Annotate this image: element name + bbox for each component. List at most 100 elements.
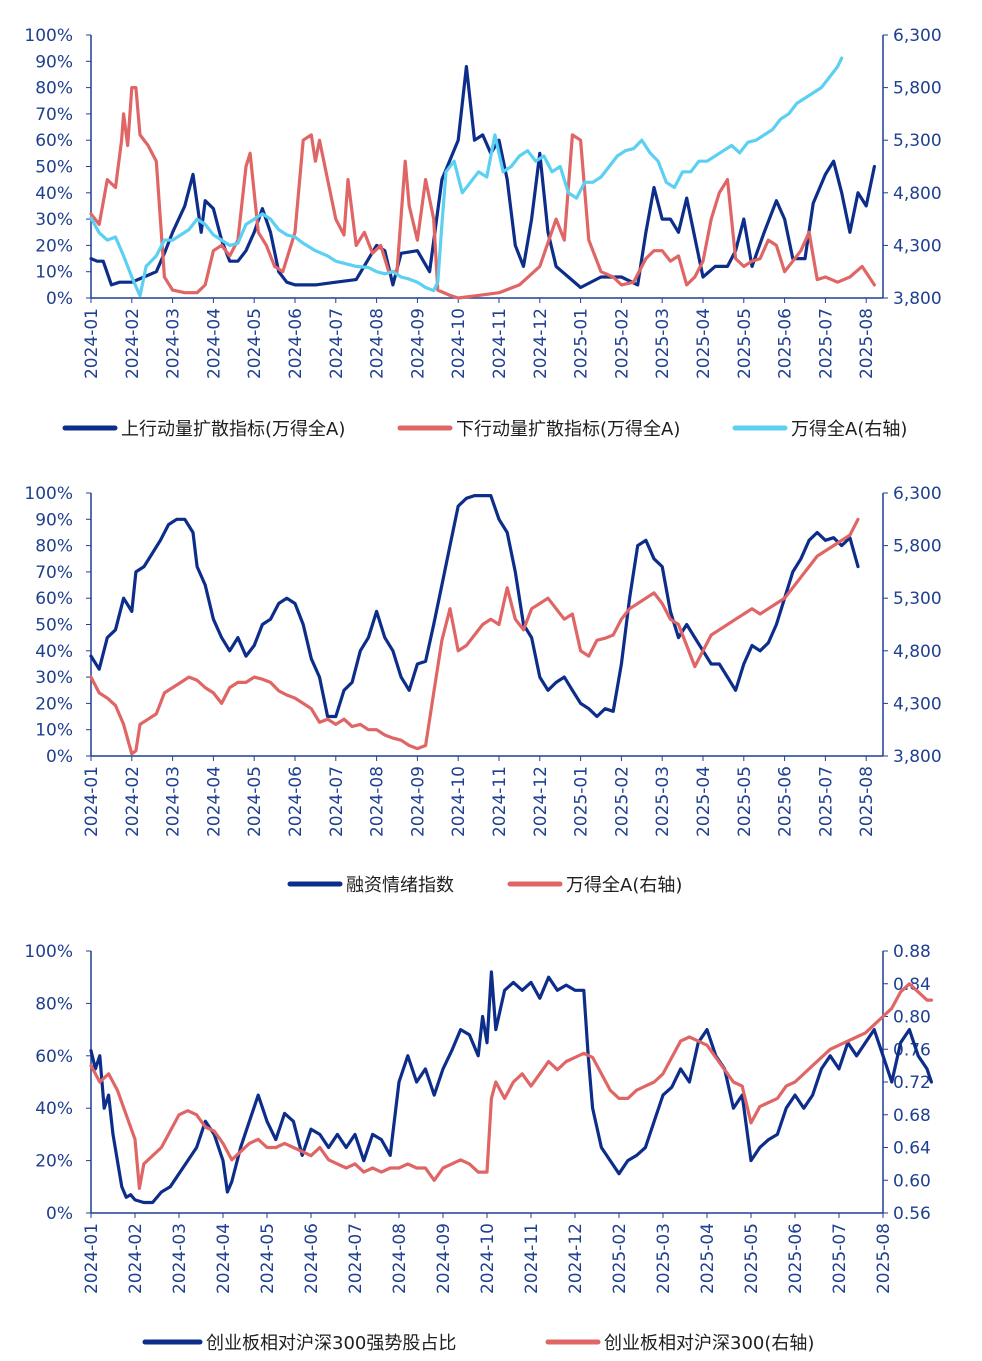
right-axis-tick-label: 4,800 (893, 642, 942, 662)
x-axis-tick-label: 2024-03 (164, 308, 184, 379)
chart-margin-sentiment: 0% 10% 20% 30% 40% 50% 60% 70% 80% 90% 100% 3,800 4,… (24, 484, 941, 896)
series-line-2 (89, 517, 860, 756)
x-axis-tick-label: 2025-03 (653, 766, 673, 837)
x-axis-tick-label: 2025-07 (830, 1223, 850, 1294)
chart-chinext-vs-csi300: 0% 20% 40% 60% 80% 100% 0.56 0.60 0.64 0.68 0.72 0.… (24, 942, 934, 1354)
x-axis-tick-label: 2024-04 (214, 1223, 234, 1294)
right-axis-tick-label: 0.80 (893, 1008, 931, 1028)
x-axis-tick-label: 2025-04 (698, 1223, 718, 1294)
x-axis-tick-label: 2024-03 (170, 1223, 190, 1294)
x-axis-tick-label: 2024-05 (258, 1223, 278, 1294)
left-axis-tick-label: 0% (46, 289, 73, 309)
x-axis-tick-label: 2024-08 (368, 308, 388, 379)
x-axis-tick-label: 2024-06 (302, 1223, 322, 1294)
series-line-2 (89, 982, 934, 1191)
x-axis-tick-label: 2025-01 (572, 766, 592, 837)
x-axis-tick-label: 2024-04 (204, 766, 224, 837)
left-axis-tick-label: 30% (35, 210, 73, 230)
x-axis-tick-label: 2025-08 (874, 1223, 894, 1294)
x-axis-tick-label: 2025-06 (776, 766, 796, 837)
left-axis-tick-label: 100% (24, 26, 73, 46)
x-axis-tick-label: 2024-02 (123, 766, 143, 837)
x-axis-tick-label: 2024-09 (408, 308, 428, 379)
legend-label-1: 融资情绪指数 (346, 875, 454, 896)
left-axis-tick-label: 10% (35, 263, 73, 283)
left-axis-tick-label: 20% (35, 694, 73, 714)
x-axis-tick-label: 2025-05 (735, 308, 755, 379)
right-axis-tick-label: 5,800 (893, 537, 942, 557)
left-axis-tick-label: 40% (35, 642, 73, 662)
x-axis-tick-label: 2025-03 (653, 308, 673, 379)
right-axis-tick-label: 3,800 (893, 747, 942, 767)
left-axis-tick-label: 0% (46, 747, 73, 767)
x-axis-tick-label: 2024-08 (390, 1223, 410, 1294)
left-axis-tick-label: 90% (35, 510, 73, 530)
series-line-1 (89, 970, 934, 1205)
x-axis-tick-label: 2024-10 (478, 1223, 498, 1294)
series-line-1 (89, 494, 860, 719)
x-axis-tick-label: 2025-05 (735, 766, 755, 837)
legend-label-3: 万得全A(右轴) (791, 419, 907, 440)
right-axis-tick-label: 4,300 (893, 236, 942, 256)
x-axis-tick-label: 2024-06 (286, 766, 306, 837)
right-axis-tick-label: 5,800 (893, 79, 942, 99)
x-axis-tick-label: 2024-01 (82, 308, 102, 379)
left-axis-tick-label: 80% (35, 994, 73, 1014)
right-axis-tick-label: 3,800 (893, 289, 942, 309)
left-axis-tick-label: 40% (35, 1099, 73, 1119)
left-axis-tick-label: 0% (46, 1204, 73, 1224)
right-axis-tick-label: 0.56 (893, 1204, 931, 1224)
right-axis-tick-label: 4,300 (893, 694, 942, 714)
x-axis-tick-label: 2024-06 (286, 308, 306, 379)
right-axis-tick-label: 4,800 (893, 184, 942, 204)
left-axis-tick-label: 60% (35, 1047, 73, 1067)
left-axis-tick-label: 90% (35, 52, 73, 72)
x-axis-tick-label: 2025-07 (816, 766, 836, 837)
x-axis-tick-label: 2024-12 (531, 766, 551, 837)
right-axis-tick-label: 6,300 (893, 484, 942, 504)
left-axis-tick-label: 60% (35, 589, 73, 609)
left-axis-tick-label: 80% (35, 79, 73, 99)
x-axis-tick-label: 2024-12 (531, 308, 551, 379)
x-axis-tick-label: 2024-09 (408, 766, 428, 837)
right-axis-tick-label: 0.60 (893, 1171, 931, 1191)
x-axis-tick-label: 2024-05 (245, 308, 265, 379)
x-axis-tick-label: 2024-01 (82, 766, 102, 837)
x-axis-tick-label: 2024-05 (245, 766, 265, 837)
legend-label-2: 创业板相对沪深300(右轴) (604, 1333, 814, 1354)
left-axis-tick-label: 40% (35, 184, 73, 204)
x-axis-tick-label: 2025-03 (654, 1223, 674, 1294)
x-axis-tick-label: 2024-08 (368, 766, 388, 837)
right-axis-tick-label: 6,300 (893, 26, 942, 46)
x-axis-tick-label: 2024-03 (164, 766, 184, 837)
series-line-1 (89, 64, 877, 290)
left-axis-tick-label: 70% (35, 105, 73, 125)
series-line-3 (89, 56, 844, 298)
x-axis-tick-label: 2025-08 (857, 766, 877, 837)
x-axis-tick-label: 2025-07 (816, 308, 836, 379)
left-axis-tick-label: 50% (35, 616, 73, 636)
x-axis-tick-label: 2024-10 (449, 766, 469, 837)
x-axis-tick-label: 2025-04 (694, 308, 714, 379)
right-axis-tick-label: 0.64 (893, 1139, 931, 1159)
x-axis-tick-label: 2024-11 (490, 766, 510, 837)
right-axis-tick-label: 0.88 (893, 942, 931, 962)
right-axis-tick-label: 0.68 (893, 1106, 931, 1126)
legend-label-2: 万得全A(右轴) (566, 875, 682, 896)
x-axis-tick-label: 2025-02 (612, 766, 632, 837)
x-axis-tick-label: 2024-02 (123, 308, 143, 379)
x-axis-tick-label: 2024-04 (204, 308, 224, 379)
x-axis-tick-label: 2025-05 (742, 1223, 762, 1294)
x-axis-tick-label: 2025-06 (776, 308, 796, 379)
left-axis-tick-label: 10% (35, 721, 73, 741)
legend-label-1: 创业板相对沪深300强势股占比 (206, 1333, 456, 1354)
left-axis-tick-label: 20% (35, 236, 73, 256)
x-axis-tick-label: 2024-01 (82, 1223, 102, 1294)
right-axis-tick-label: 5,300 (893, 131, 942, 151)
x-axis-tick-label: 2024-07 (327, 308, 347, 379)
x-axis-tick-label: 2025-04 (694, 766, 714, 837)
x-axis-tick-label: 2024-02 (126, 1223, 146, 1294)
x-axis-tick-label: 2025-02 (612, 308, 632, 379)
x-axis-tick-label: 2024-09 (434, 1223, 454, 1294)
